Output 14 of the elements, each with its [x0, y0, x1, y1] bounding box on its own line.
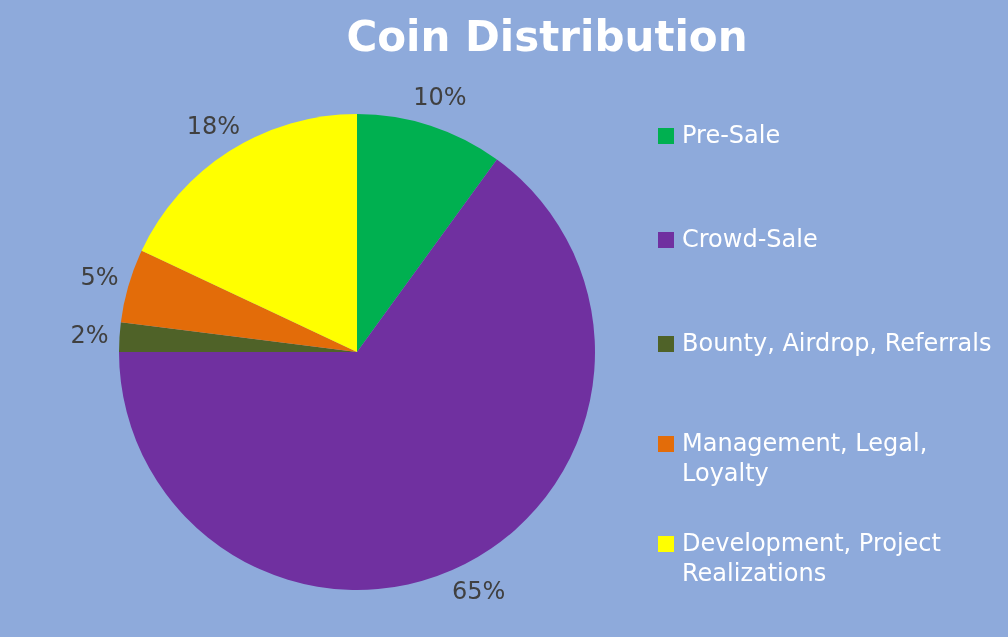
pie-slice: [357, 114, 497, 352]
chart-title: Coin Distribution: [345, 12, 749, 61]
data-label: 5%: [80, 263, 119, 292]
legend-label: Pre-Sale: [682, 120, 781, 150]
data-label: 2%: [70, 321, 109, 350]
legend-label: Development, Project Realizations: [682, 528, 942, 588]
data-label: 10%: [413, 83, 467, 112]
legend-label: Management, Legal, Loyalty: [682, 428, 929, 488]
pie-slice: [120, 250, 357, 352]
legend-label: Crowd-Sale: [682, 224, 818, 254]
legend-label: Bounty, Airdrop, Referrals: [682, 328, 992, 358]
pie-slice: [141, 114, 357, 352]
data-label: 65%: [452, 576, 506, 605]
data-label: 18%: [186, 111, 241, 140]
